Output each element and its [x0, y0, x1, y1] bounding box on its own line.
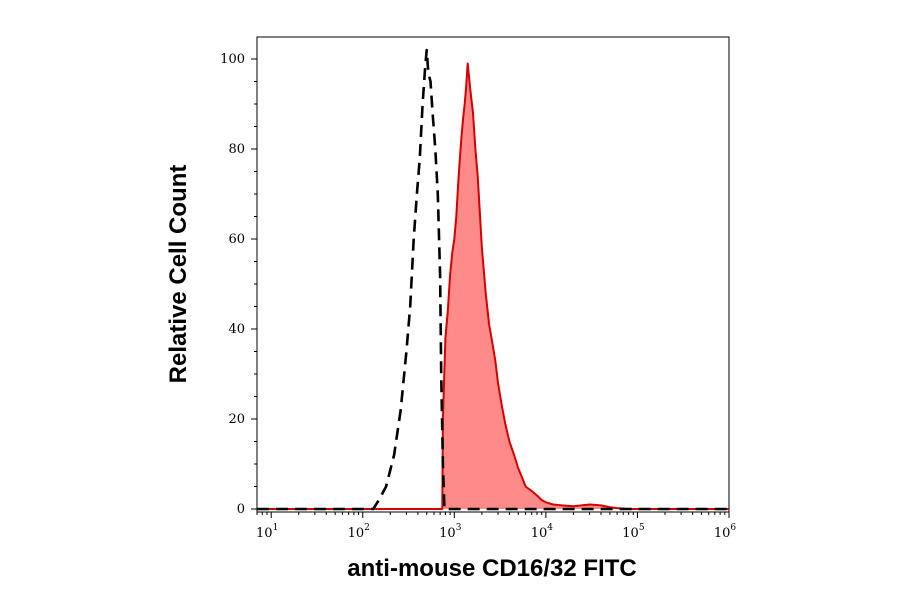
- series-1-fill: [257, 63, 729, 509]
- x-tick-label: 103: [439, 523, 462, 541]
- plot-frame: [256, 36, 730, 513]
- y-tick-label: 60: [228, 232, 245, 247]
- series-1-line: [257, 62, 729, 510]
- series-0-line: [257, 48, 729, 511]
- y-tick-label: 20: [228, 412, 245, 427]
- series-layer: [257, 48, 729, 511]
- x-tick-label: 104: [531, 523, 554, 541]
- y-tick-label: 80: [228, 142, 245, 157]
- x-tick-label: 106: [714, 523, 737, 541]
- y-tick-label: 40: [228, 322, 245, 337]
- y-tick-label: 0: [237, 502, 245, 517]
- y-tick-label: 100: [220, 52, 245, 67]
- x-tick-label: 105: [622, 523, 645, 541]
- x-tick-label: 101: [256, 523, 278, 541]
- y-axis-title: Relative Cell Count: [165, 165, 192, 384]
- x-axis-title: anti-mouse CD16/32 FITC: [347, 555, 636, 582]
- x-tick-label: 102: [348, 523, 370, 541]
